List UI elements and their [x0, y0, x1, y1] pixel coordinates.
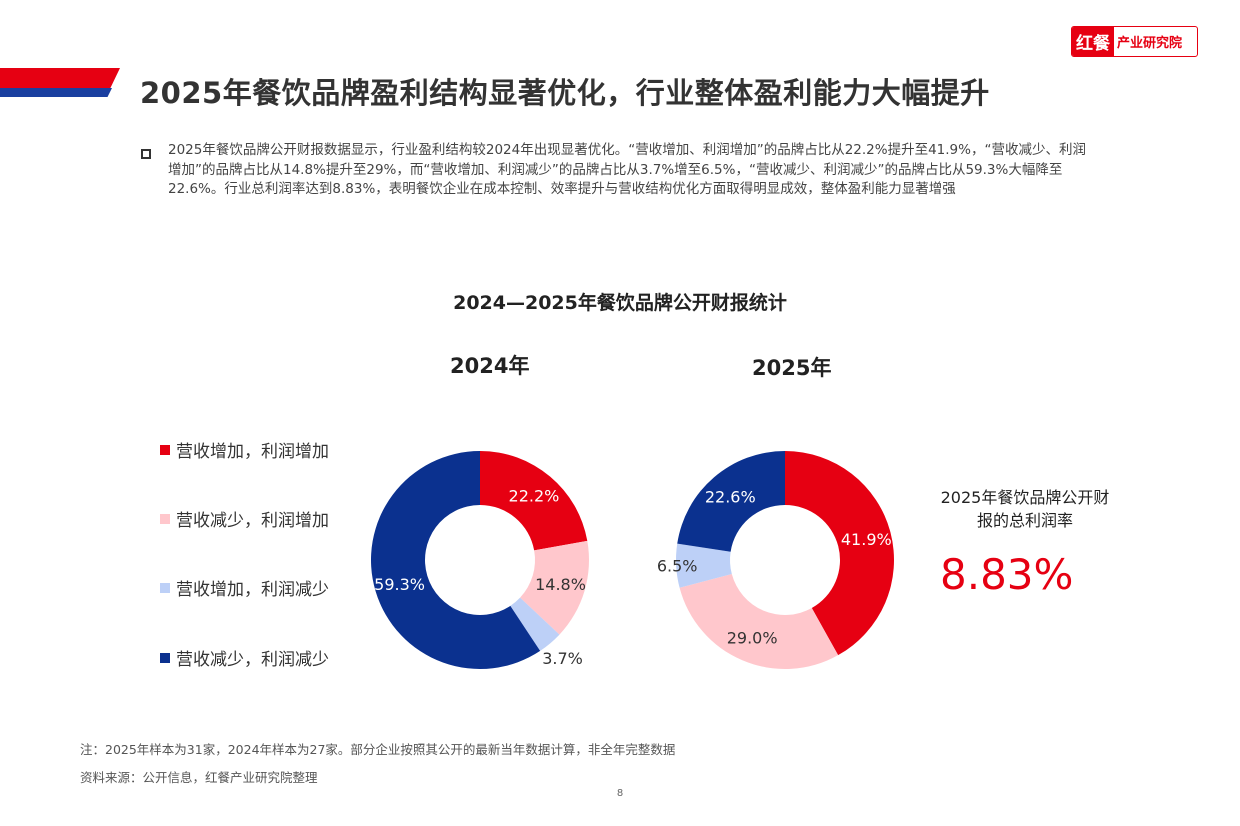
page-title: 2025年餐饮品牌盈利结构显著优化，行业整体盈利能力大幅提升 [140, 76, 990, 110]
data-label: 22.2% [509, 487, 560, 506]
legend-swatch [160, 513, 170, 524]
year-label-2024: 2024年 [450, 354, 530, 378]
data-label: 22.6% [705, 487, 756, 506]
source-note: 资料来源：公开信息，红餐产业研究院整理 [80, 770, 318, 785]
legend-label: 营收增加，利润增加 [176, 442, 329, 462]
data-label: 41.9% [841, 530, 892, 549]
legend-item: 营收减少，利润增加 [160, 506, 329, 531]
donut-slice [480, 451, 588, 551]
logo-mark: 红餐 [1072, 27, 1114, 56]
donut-slice [370, 451, 541, 669]
bullet-square-icon [141, 149, 151, 159]
data-label: 14.8% [535, 575, 586, 594]
brand-logo: 红餐 产业研究院 [1071, 26, 1198, 57]
legend-label: 营收减少，利润增加 [176, 511, 329, 531]
donut-slice [679, 574, 839, 669]
legend-item: 营收减少，利润减少 [160, 645, 329, 670]
footnote: 注：2025年样本为31家，2024年样本为27家。部分企业按照其公开的最新当年… [80, 742, 676, 757]
profit-rate-label: 2025年餐饮品牌公开财报的总利润率 [940, 488, 1110, 530]
data-label: 6.5% [657, 556, 698, 575]
donut-slice [677, 451, 785, 552]
logo-text: 产业研究院 [1117, 36, 1183, 51]
legend-label: 营收增加，利润减少 [176, 580, 329, 600]
donut-slice [510, 597, 560, 651]
donut-slice [675, 543, 732, 588]
legend-item: 营收增加，利润减少 [160, 575, 329, 600]
data-label: 3.7% [542, 649, 583, 668]
donut-slice [785, 451, 894, 656]
title-accent-red [0, 68, 120, 88]
title-accent-blue [0, 88, 112, 97]
page-number: 8 [616, 788, 624, 799]
year-label-2025: 2025年 [752, 356, 832, 380]
data-label: 29.0% [727, 628, 778, 647]
chart-title: 2024—2025年餐饮品牌公开财报统计 [453, 292, 787, 314]
summary-paragraph: 2025年餐饮品牌公开财报数据显示，行业盈利结构较2024年出现显著优化。“营收… [168, 142, 1086, 197]
profit-rate-value: 8.83% [940, 550, 1074, 599]
donut-slice [520, 540, 589, 635]
legend-swatch [160, 444, 170, 455]
data-label: 59.3% [374, 575, 425, 594]
legend-swatch [160, 582, 170, 593]
legend-label: 营收减少，利润减少 [176, 650, 329, 670]
legend-item: 营收增加，利润增加 [160, 437, 329, 462]
legend-swatch [160, 652, 170, 663]
